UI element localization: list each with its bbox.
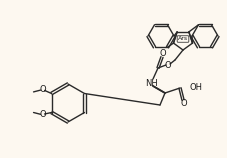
- Text: Ars: Ars: [178, 36, 188, 42]
- Text: O: O: [160, 49, 166, 58]
- Text: O: O: [39, 85, 46, 94]
- Text: OH: OH: [189, 82, 202, 91]
- Text: O: O: [181, 100, 187, 109]
- Text: O: O: [165, 61, 171, 70]
- Text: O: O: [39, 110, 46, 119]
- Text: NH: NH: [146, 79, 158, 88]
